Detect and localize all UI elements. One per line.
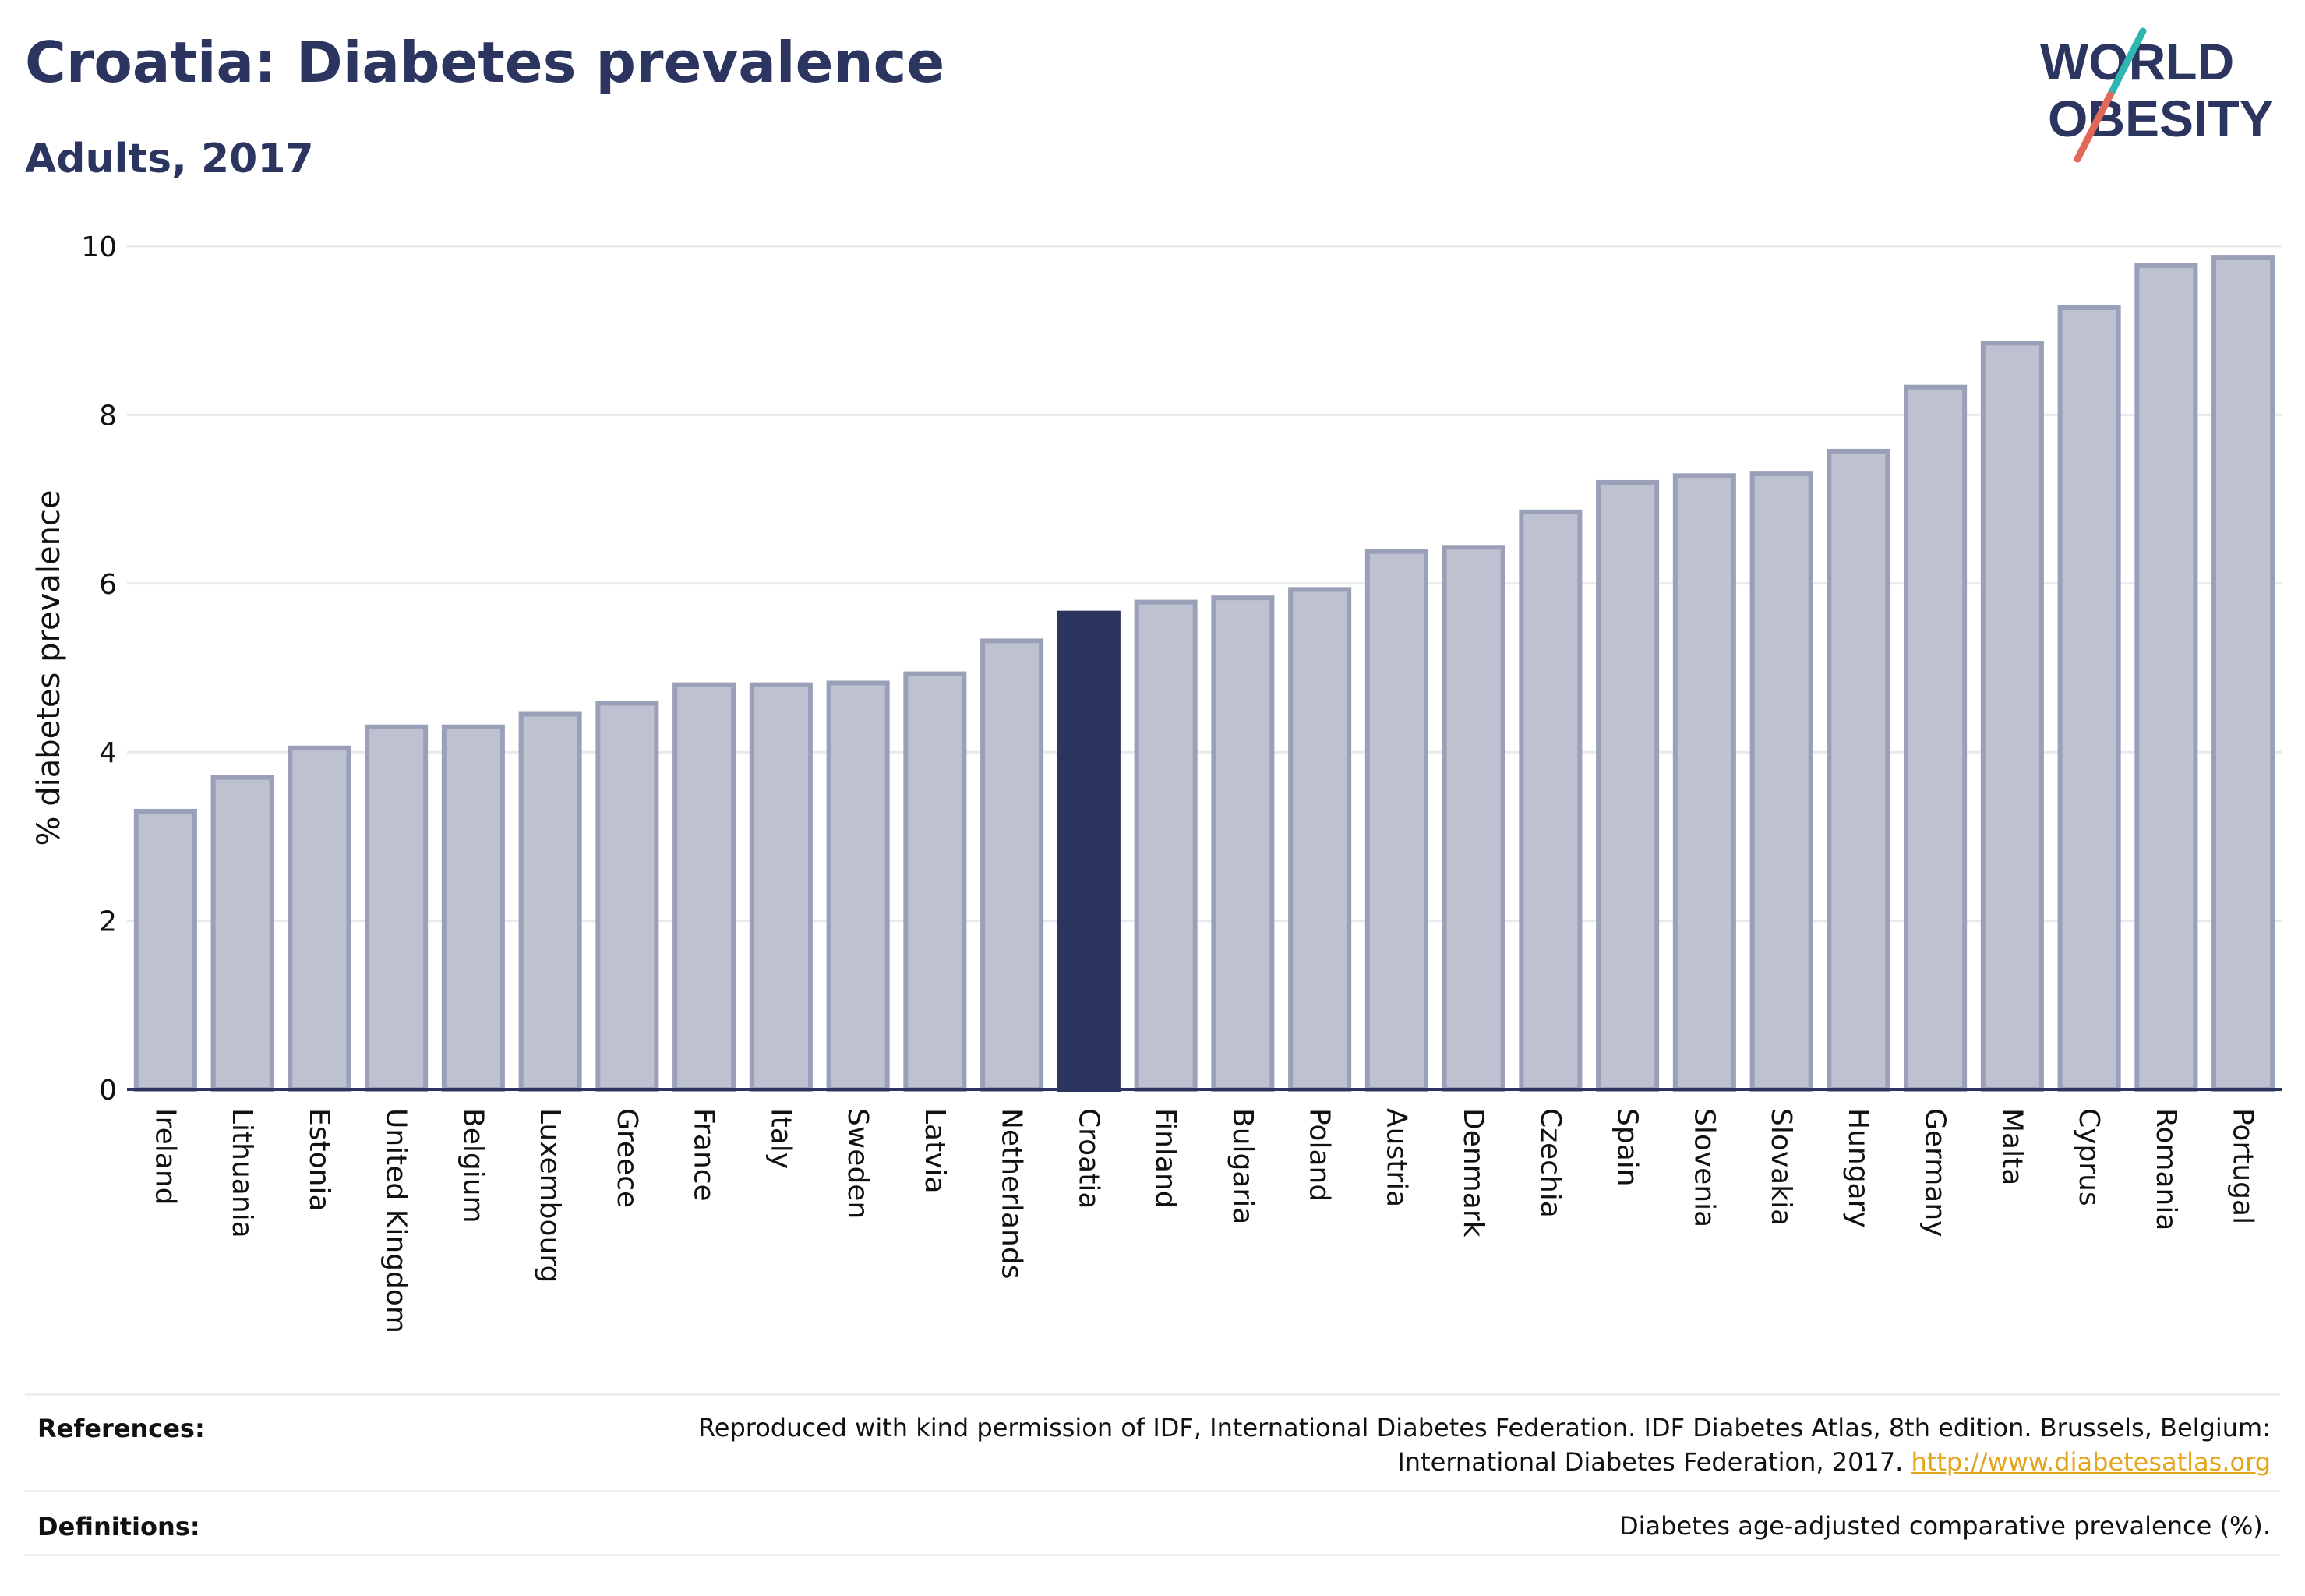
bar-hungary: [1827, 448, 1890, 1092]
x-tick-label: Austria: [1380, 1108, 1412, 1207]
x-tick-label: Malta: [1996, 1108, 2028, 1185]
chart-title: Croatia: Diabetes prevalence: [25, 30, 945, 95]
bar-latvia: [903, 671, 967, 1092]
world-obesity-logo: WORLD OBESITY: [2040, 27, 2274, 163]
x-tick-label: Estonia: [303, 1108, 335, 1212]
x-tick-label: Latvia: [919, 1108, 951, 1194]
bar-united-kingdom: [365, 724, 429, 1092]
logo-slash-coral: [2074, 91, 2114, 163]
footer-divider-middle: [25, 1490, 2280, 1492]
bar-belgium: [441, 724, 505, 1092]
definitions-label: Definitions:: [37, 1512, 200, 1541]
y-axis-label: % diabetes prevalence: [31, 489, 67, 846]
bar-italy: [749, 682, 813, 1092]
x-tick-label: Slovenia: [1688, 1108, 1720, 1227]
bar-sweden: [826, 680, 890, 1092]
bar-lithuania: [210, 775, 274, 1092]
bars: [133, 255, 2275, 1093]
x-tick-labels: Ireland Lithuania Estonia United Kingdom Bel…: [149, 1108, 2258, 1333]
x-tick-label: Slovakia: [1765, 1108, 1797, 1226]
x-tick-label: Italy: [764, 1108, 796, 1169]
footer-divider-top: [25, 1393, 2280, 1396]
x-tick-label: Spain: [1611, 1108, 1643, 1187]
y-tick-label: 10: [81, 231, 117, 263]
bar-austria: [1364, 549, 1428, 1092]
references-text: Reproduced with kind permission of IDF, …: [698, 1411, 2271, 1479]
bar-germany: [1904, 384, 1968, 1093]
references-line2: International Diabetes Federation, 2017.: [1397, 1447, 1904, 1477]
bar-estonia: [288, 745, 351, 1092]
bar-finland: [1134, 599, 1198, 1092]
x-tick-label: Poland: [1304, 1108, 1336, 1202]
bar-spain: [1596, 479, 1660, 1092]
bar-czechia: [1519, 509, 1583, 1092]
y-tick-label: 4: [99, 737, 117, 769]
bar-slovenia: [1672, 473, 1736, 1092]
x-tick-label: Denmark: [1457, 1108, 1489, 1238]
bar-chart: 0 2 4 6 8 10 Ireland Lithuania Estonia United Ki…: [31, 231, 2282, 1333]
bar-portugal: [2211, 255, 2275, 1092]
x-tick-label: Lithuania: [226, 1108, 258, 1238]
x-tick-label: Portugal: [2227, 1108, 2259, 1224]
x-tick-label: Cyprus: [2073, 1108, 2105, 1206]
x-tick-label: United Kingdom: [380, 1108, 412, 1333]
bar-netherlands: [980, 638, 1044, 1092]
bar-denmark: [1442, 545, 1505, 1092]
bar-malta: [1980, 341, 2044, 1092]
bar-highlight-croatia: [1057, 610, 1121, 1092]
bar-ireland: [133, 808, 197, 1092]
x-tick-label: France: [688, 1108, 720, 1202]
footer-divider-bottom: [25, 1554, 2280, 1556]
y-tick-labels: 0 2 4 6 8 10: [81, 231, 117, 1107]
x-tick-label: Luxembourg: [534, 1108, 566, 1283]
bar-romania: [2134, 263, 2198, 1092]
bar-slovakia: [1749, 471, 1813, 1092]
x-tick-label: Bulgaria: [1227, 1108, 1258, 1224]
y-tick-label: 2: [99, 906, 117, 938]
bar-greece: [595, 701, 659, 1092]
bar-poland: [1288, 587, 1352, 1092]
x-tick-label: Greece: [611, 1108, 643, 1208]
references-row: References: Reproduced with kind permiss…: [25, 1411, 2280, 1481]
x-tick-label: Czechia: [1534, 1108, 1566, 1218]
x-tick-label: Hungary: [1842, 1108, 1874, 1228]
definitions-text: Diabetes age-adjusted comparative preval…: [1619, 1511, 2271, 1541]
x-tick-label: Romania: [2150, 1108, 2182, 1231]
y-tick-label: 6: [99, 569, 117, 601]
references-line1: Reproduced with kind permission of IDF, …: [697, 1413, 2271, 1442]
x-tick-label: Netherlands: [996, 1108, 1028, 1279]
references-label: References:: [37, 1414, 205, 1443]
definitions-row: Definitions: Diabetes age-adjusted compa…: [25, 1509, 2280, 1548]
y-tick-label: 0: [99, 1075, 117, 1107]
x-tick-label: Finland: [1149, 1108, 1181, 1209]
x-tick-label: Croatia: [1072, 1108, 1104, 1209]
x-tick-label: Ireland: [149, 1108, 181, 1206]
references-link[interactable]: http://www.diabetesatlas.org: [1911, 1447, 2271, 1477]
logo-slash-teal: [2106, 27, 2147, 99]
bar-bulgaria: [1211, 595, 1275, 1092]
chart-subtitle: Adults, 2017: [25, 136, 314, 182]
x-tick-label: Germany: [1919, 1108, 1951, 1237]
y-tick-label: 8: [99, 400, 117, 432]
bar-cyprus: [2057, 305, 2121, 1092]
x-tick-label: Sweden: [842, 1108, 874, 1219]
x-tick-label: Belgium: [457, 1108, 489, 1223]
bar-luxembourg: [518, 711, 582, 1092]
bar-france: [672, 682, 736, 1092]
